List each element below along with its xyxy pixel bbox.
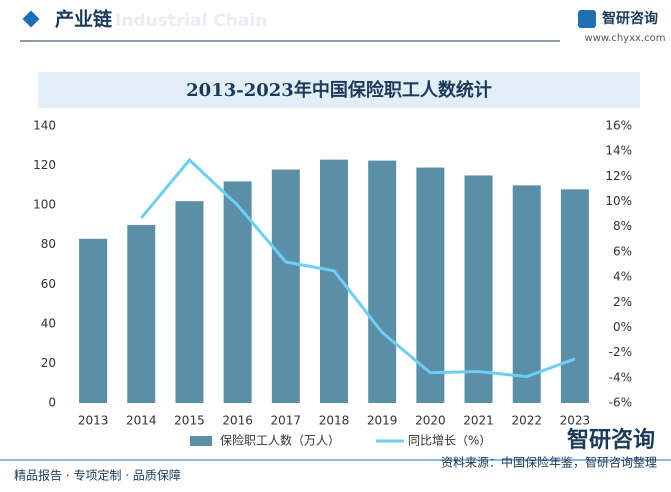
y2-tick-label: 10% — [605, 194, 632, 208]
y-tick-label: 40 — [41, 316, 56, 330]
y2-tick-label: -2% — [609, 345, 632, 359]
logo-text: 智研咨询 — [601, 10, 658, 27]
title-banner — [38, 72, 640, 108]
y-tick-label: 140 — [33, 119, 56, 133]
bar — [416, 167, 445, 403]
bar — [127, 224, 156, 403]
legend-swatch — [190, 436, 212, 446]
y-tick-label: 20 — [41, 356, 56, 370]
bar — [175, 201, 204, 403]
y-tick-label: 120 — [33, 158, 56, 172]
logo-url: www.chyxx.com — [585, 33, 666, 44]
x-tick-label: 2023 — [560, 414, 591, 428]
y2-tick-label: -4% — [609, 370, 632, 384]
bar — [512, 185, 541, 403]
x-tick-label: 2022 — [511, 414, 542, 428]
x-tick-label: 2013 — [78, 414, 109, 428]
y2-tick-label: 0% — [613, 320, 632, 334]
y2-tick-label: 2% — [613, 295, 632, 309]
x-tick-label: 2017 — [271, 414, 302, 428]
line — [140, 157, 576, 379]
x-tick-label: 2021 — [463, 414, 494, 428]
y-tick-label: 80 — [41, 237, 56, 251]
y2-tick-label: 4% — [613, 270, 632, 284]
y2-tick-label: 6% — [613, 244, 632, 258]
bar — [79, 238, 108, 403]
footer-tagline: 精品报告 · 专项定制 · 品质保障 — [14, 468, 181, 483]
bar — [271, 169, 300, 403]
legend-label: 同比增长（%） — [408, 434, 491, 448]
y2-tick-label: -6% — [609, 396, 632, 410]
logo-icon — [578, 10, 596, 28]
footer-source: 资料来源：中国保险年鉴，智研咨询整理 — [441, 455, 657, 470]
chart-title: 2013-2023年中国保险职工人数统计 — [186, 79, 492, 101]
y2-tick-label: 12% — [605, 169, 632, 183]
bar — [368, 160, 397, 403]
y2-tick-label: 14% — [605, 144, 632, 158]
watermark: Industrial Chain — [115, 11, 267, 31]
y2-tick-label: 16% — [605, 119, 632, 133]
y-tick-label: 100 — [33, 198, 56, 212]
x-tick-label: 2019 — [367, 414, 398, 428]
y-tick-label: 0 — [48, 396, 56, 410]
bar — [464, 175, 493, 403]
x-tick-label: 2018 — [319, 414, 350, 428]
footer-logo: 智研咨询 — [567, 427, 655, 453]
bar — [560, 189, 589, 403]
x-tick-label: 2015 — [174, 414, 205, 428]
legend-label: 保险职工人数（万人） — [220, 433, 340, 448]
x-tick-label: 2020 — [415, 414, 446, 428]
x-tick-label: 2016 — [222, 414, 253, 428]
y-tick-label: 60 — [41, 277, 56, 291]
x-tick-label: 2014 — [126, 414, 157, 428]
y2-tick-label: 8% — [613, 219, 632, 233]
header-title: 产业链 — [55, 8, 112, 31]
